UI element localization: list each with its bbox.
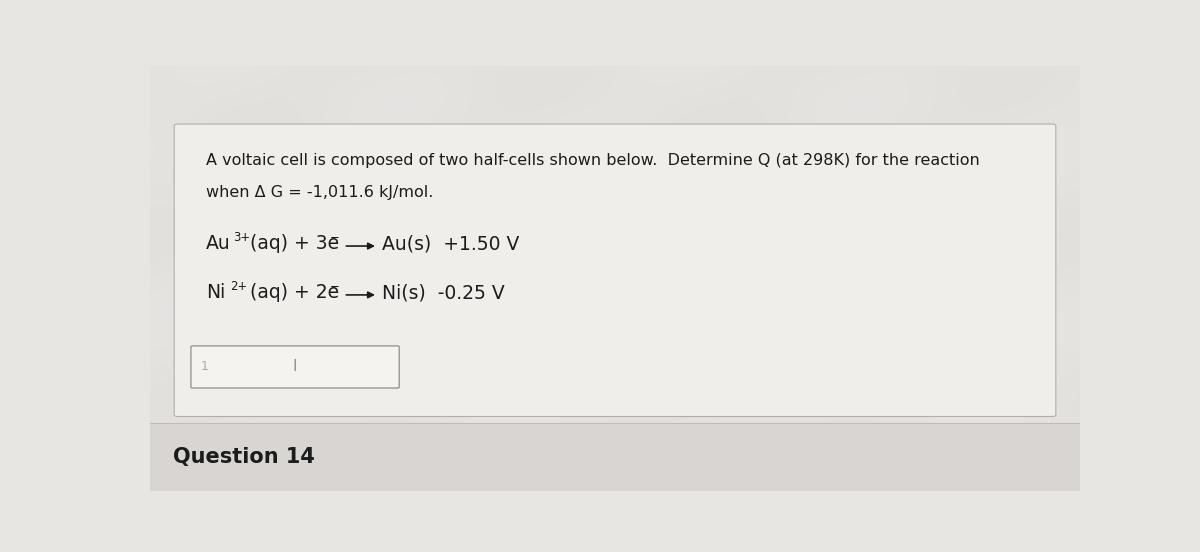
Text: Ni(s)  -0.25 V: Ni(s) -0.25 V [383, 283, 505, 302]
FancyBboxPatch shape [174, 124, 1056, 416]
Text: A voltaic cell is composed of two half-cells shown below.  Determine Q (at 298K): A voltaic cell is composed of two half-c… [206, 153, 979, 168]
Text: −: − [330, 280, 340, 293]
Text: 2+: 2+ [230, 280, 247, 293]
Text: when Δ G = -1,011.6 kJ/mol.: when Δ G = -1,011.6 kJ/mol. [206, 185, 433, 200]
Bar [150, 423, 1080, 491]
Text: (aq) + 3e: (aq) + 3e [250, 234, 338, 253]
Text: Question 14: Question 14 [173, 447, 316, 468]
Text: Ni: Ni [206, 283, 226, 302]
Text: Au(s)  +1.50 V: Au(s) +1.50 V [383, 234, 520, 253]
Text: 3+: 3+ [233, 231, 250, 244]
Text: −: − [330, 231, 340, 244]
Text: 1: 1 [200, 360, 208, 374]
Text: Au: Au [206, 234, 230, 253]
Text: I: I [293, 359, 298, 374]
FancyBboxPatch shape [191, 346, 400, 388]
Text: (aq) + 2e: (aq) + 2e [250, 283, 338, 302]
